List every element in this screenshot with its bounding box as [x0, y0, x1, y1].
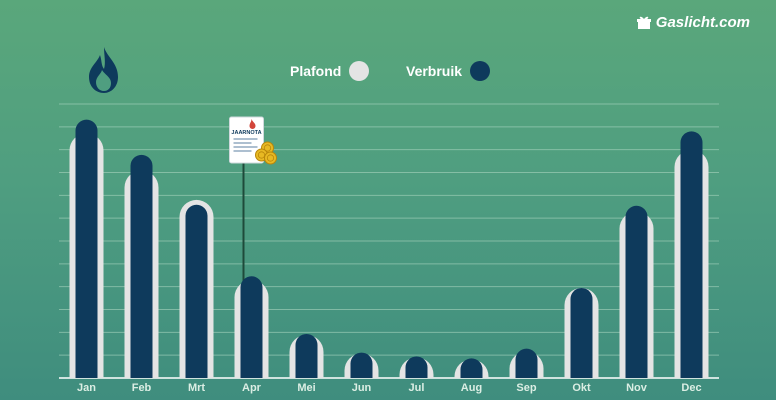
x-tick-label: Jul: [409, 382, 425, 394]
x-tick-label: Okt: [572, 382, 591, 394]
verbruik-bar: [680, 131, 703, 378]
coin-rim: [266, 154, 275, 162]
legend-label-verbruik: Verbruik: [406, 63, 463, 79]
gift-box-icon: [636, 16, 651, 29]
brand-name: Gaslicht.com: [655, 14, 750, 31]
brand-logo[interactable]: Gaslicht.com: [636, 14, 750, 31]
verbruik-bar: [570, 287, 593, 378]
document-flame-mark: [249, 119, 256, 129]
annual-statement-document-icon: JAARNOTA: [229, 116, 277, 165]
legend-swatch-plafond: [349, 61, 370, 81]
x-tick-label: Dec: [681, 382, 701, 394]
verbruik-bar: [350, 352, 373, 378]
legend-label-plafond: Plafond: [290, 63, 342, 79]
verbruik-bar: [295, 333, 318, 378]
x-tick-label: Apr: [242, 382, 262, 394]
x-tick-label: Feb: [132, 382, 152, 394]
legend-item-verbruik: Verbruik: [406, 61, 491, 81]
x-tick-label: Aug: [461, 382, 482, 394]
verbruik-bar: [75, 119, 98, 378]
verbruik-bar: [460, 358, 483, 378]
verbruik-bar: [240, 276, 263, 378]
legend-item-plafond: Plafond: [290, 61, 370, 81]
coin-icon: [264, 151, 277, 165]
verbruik-bar: [515, 348, 538, 378]
verbruik-bar: [185, 204, 208, 378]
x-tick-label: Mei: [297, 382, 315, 394]
x-tick-label: Sep: [516, 382, 536, 394]
x-tick-label: Mrt: [188, 382, 205, 394]
coin-rim: [263, 144, 272, 152]
verbruik-bar: [625, 205, 648, 378]
flame-icon: [89, 47, 118, 93]
verbruik-bar: [130, 154, 153, 378]
annotation-label: JAARNOTA: [231, 130, 261, 136]
coin-rim: [257, 151, 266, 159]
legend-swatch-verbruik: [470, 61, 491, 81]
x-tick-label: Jan: [77, 382, 96, 394]
x-tick-label: Nov: [626, 382, 648, 394]
x-tick-label: Jun: [352, 382, 372, 394]
verbruik-bar: [405, 356, 428, 378]
